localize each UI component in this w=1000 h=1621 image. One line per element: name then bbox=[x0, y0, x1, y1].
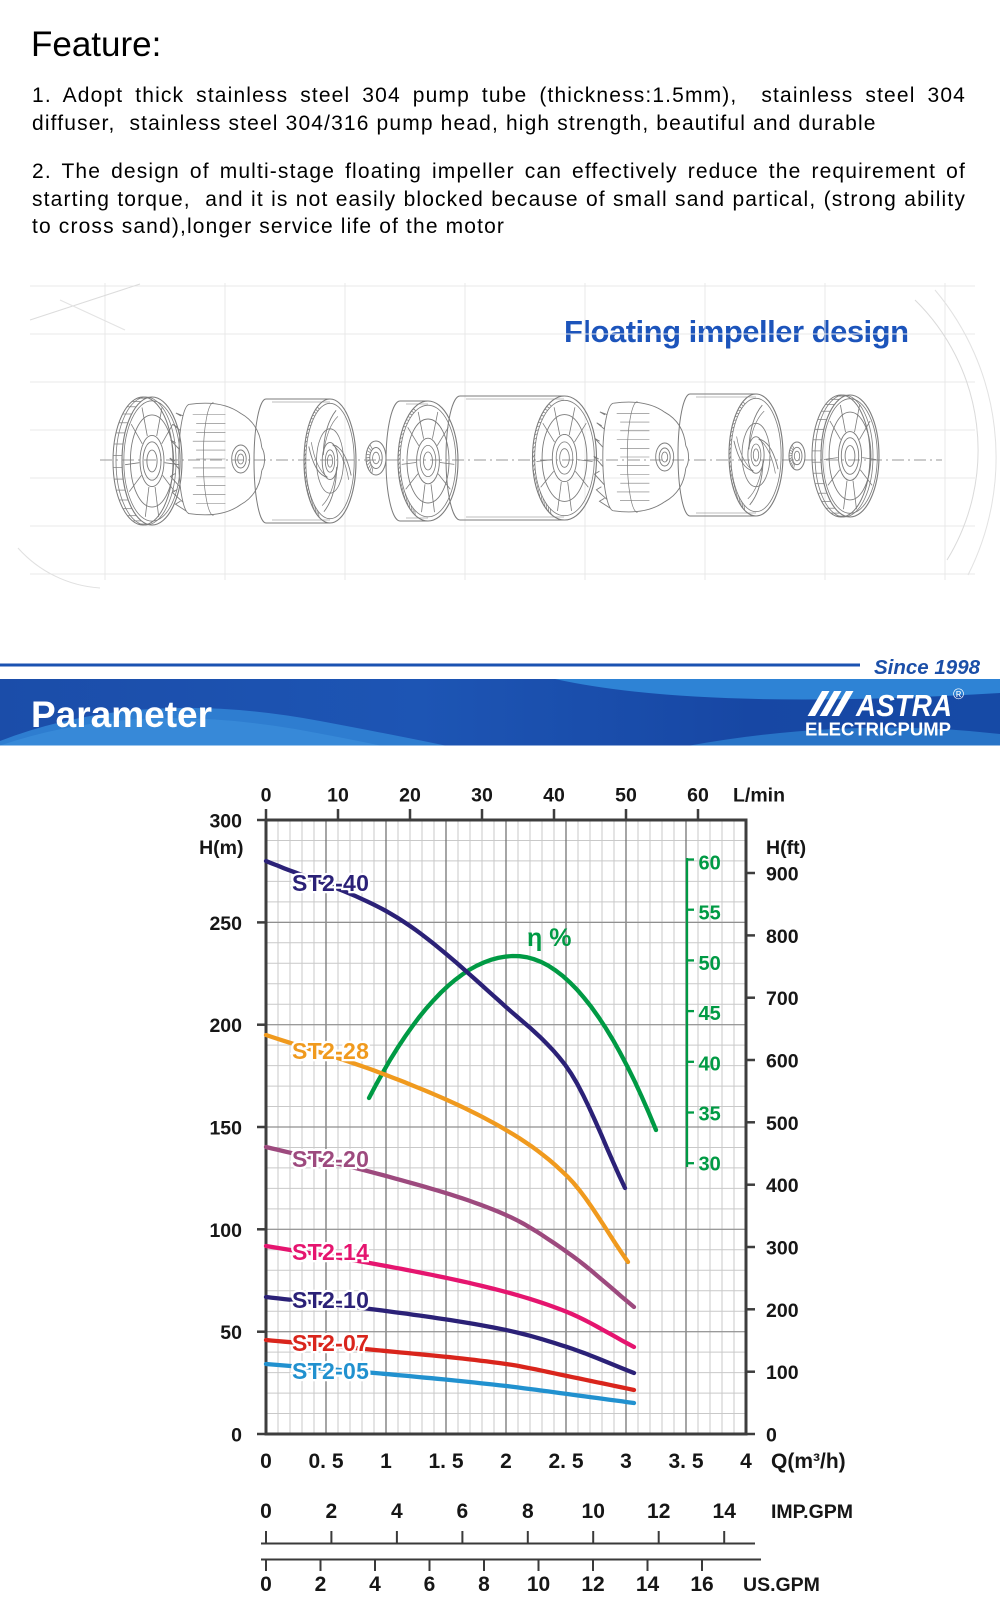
svg-text:ASTRA: ASTRA bbox=[855, 688, 952, 723]
svg-text:3. 5: 3. 5 bbox=[668, 1450, 703, 1473]
svg-text:200: 200 bbox=[209, 1015, 242, 1037]
svg-text:16: 16 bbox=[690, 1573, 713, 1596]
svg-text:1. 5: 1. 5 bbox=[428, 1450, 463, 1473]
svg-text:12: 12 bbox=[581, 1573, 604, 1596]
svg-text:100: 100 bbox=[209, 1220, 242, 1242]
svg-text:6: 6 bbox=[424, 1573, 436, 1596]
svg-text:ST2-05: ST2-05 bbox=[292, 1358, 369, 1384]
svg-text:ST2-14: ST2-14 bbox=[292, 1239, 369, 1265]
svg-text:ST2-20: ST2-20 bbox=[292, 1146, 369, 1172]
svg-text:700: 700 bbox=[766, 988, 799, 1010]
svg-text:Parameter: Parameter bbox=[31, 694, 212, 735]
svg-text:200: 200 bbox=[766, 1300, 799, 1322]
svg-text:50: 50 bbox=[615, 785, 637, 807]
svg-text:250: 250 bbox=[209, 913, 242, 935]
svg-text:0. 5: 0. 5 bbox=[308, 1450, 343, 1473]
svg-text:35: 35 bbox=[699, 1104, 721, 1126]
svg-text:1: 1 bbox=[380, 1450, 392, 1473]
svg-text:0: 0 bbox=[260, 1450, 272, 1473]
svg-text:50: 50 bbox=[699, 953, 721, 975]
svg-text:30: 30 bbox=[699, 1154, 721, 1176]
svg-text:10: 10 bbox=[582, 1500, 605, 1523]
svg-text:4: 4 bbox=[369, 1573, 381, 1596]
svg-text:10: 10 bbox=[327, 785, 349, 807]
svg-text:2. 5: 2. 5 bbox=[548, 1450, 583, 1473]
svg-text:US.GPM: US.GPM bbox=[743, 1574, 820, 1596]
svg-text:0: 0 bbox=[260, 1573, 272, 1596]
svg-text:55: 55 bbox=[699, 903, 721, 925]
svg-text:150: 150 bbox=[209, 1118, 242, 1140]
svg-text:8: 8 bbox=[478, 1573, 490, 1596]
svg-text:2: 2 bbox=[315, 1573, 327, 1596]
svg-text:900: 900 bbox=[766, 864, 799, 886]
svg-text:ST2-10: ST2-10 bbox=[292, 1287, 369, 1313]
svg-text:0: 0 bbox=[260, 1500, 272, 1523]
svg-text:0: 0 bbox=[261, 785, 272, 807]
svg-text:45: 45 bbox=[699, 1003, 721, 1025]
svg-text:3: 3 bbox=[620, 1450, 632, 1473]
svg-text:Since 1998: Since 1998 bbox=[874, 656, 981, 679]
svg-text:14: 14 bbox=[636, 1573, 660, 1596]
svg-text:IMP.GPM: IMP.GPM bbox=[771, 1501, 853, 1523]
svg-text:10: 10 bbox=[527, 1573, 550, 1596]
svg-text:ST2-07: ST2-07 bbox=[292, 1330, 369, 1356]
svg-text:4: 4 bbox=[391, 1500, 403, 1523]
svg-text:2: 2 bbox=[500, 1450, 512, 1473]
svg-text:6: 6 bbox=[457, 1500, 469, 1523]
svg-text:30: 30 bbox=[471, 785, 493, 807]
svg-text:14: 14 bbox=[713, 1500, 737, 1523]
svg-text:H(m): H(m) bbox=[199, 837, 243, 859]
svg-text:600: 600 bbox=[766, 1051, 799, 1073]
svg-text:60: 60 bbox=[699, 853, 721, 875]
svg-text:®: ® bbox=[953, 686, 964, 703]
svg-text:ELECTRICPUMP: ELECTRICPUMP bbox=[805, 719, 951, 740]
svg-text:η %: η % bbox=[527, 924, 571, 952]
svg-text:40: 40 bbox=[699, 1053, 721, 1075]
svg-text:60: 60 bbox=[687, 785, 709, 807]
svg-text:8: 8 bbox=[522, 1500, 534, 1523]
svg-text:12: 12 bbox=[647, 1500, 670, 1523]
svg-text:0: 0 bbox=[766, 1425, 777, 1447]
svg-text:L/min: L/min bbox=[733, 785, 785, 807]
svg-text:H(ft): H(ft) bbox=[766, 837, 806, 859]
svg-text:300: 300 bbox=[766, 1238, 799, 1260]
svg-text:2: 2 bbox=[326, 1500, 338, 1523]
svg-text:Q(m³/h): Q(m³/h) bbox=[771, 1450, 846, 1473]
svg-text:40: 40 bbox=[543, 785, 565, 807]
svg-text:500: 500 bbox=[766, 1113, 799, 1135]
svg-text:800: 800 bbox=[766, 926, 799, 948]
svg-text:ST2-40: ST2-40 bbox=[292, 870, 369, 896]
svg-text:100: 100 bbox=[766, 1362, 799, 1384]
svg-text:20: 20 bbox=[399, 785, 421, 807]
svg-text:4: 4 bbox=[740, 1450, 752, 1473]
svg-text:0: 0 bbox=[231, 1425, 242, 1447]
svg-text:300: 300 bbox=[209, 811, 242, 833]
svg-text:50: 50 bbox=[220, 1322, 242, 1344]
svg-text:400: 400 bbox=[766, 1175, 799, 1197]
svg-text:ST2-28: ST2-28 bbox=[292, 1038, 369, 1064]
